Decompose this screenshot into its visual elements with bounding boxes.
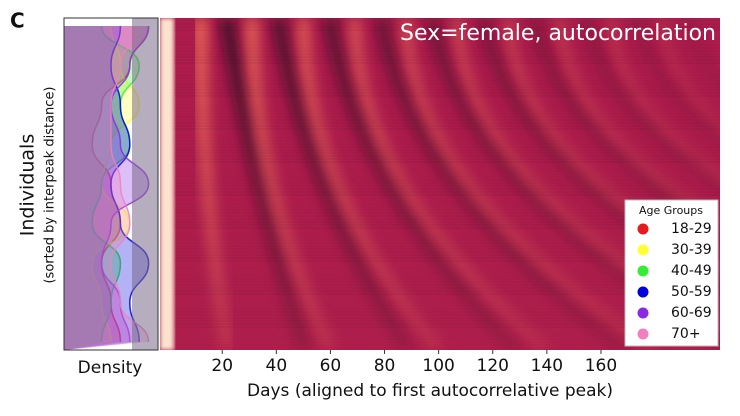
x-tick-label: 120 — [477, 356, 509, 376]
x-tick-label: 60 — [320, 356, 342, 376]
legend-label: 30-39 — [671, 242, 712, 258]
x-tick-label: 80 — [374, 356, 396, 376]
density-fill — [64, 18, 149, 350]
legend-marker — [637, 286, 649, 298]
legend-label: 18-29 — [671, 221, 712, 237]
legend-label: 70+ — [671, 326, 701, 342]
x-tick-label: 140 — [531, 356, 563, 376]
legend-marker — [637, 244, 649, 256]
x-tick-label: 160 — [585, 356, 617, 376]
legend: Age Groups 18-29 30-39 40-49 50-59 60-69 70+ — [624, 199, 719, 347]
legend-marker — [637, 307, 649, 319]
density-fill — [64, 18, 149, 350]
legend-marker — [637, 223, 649, 235]
x-tick-label: 100 — [422, 356, 454, 376]
legend-marker — [637, 328, 649, 340]
panel-label: C — [10, 9, 25, 33]
density-fill — [64, 18, 149, 350]
density-curve — [110, 25, 150, 343]
chart-title: Sex=female, autocorrelation — [400, 21, 716, 46]
y-axis-note: (sorted by interpeak distance) — [43, 86, 58, 283]
y-axis-label: Individuals — [17, 134, 39, 236]
lag-zero-band — [160, 18, 174, 350]
density-frame — [63, 17, 159, 351]
legend-label: 60-69 — [671, 305, 712, 321]
legend-title: Age Groups — [639, 204, 703, 217]
density-fill — [64, 18, 149, 350]
density-label: Density — [78, 358, 143, 378]
legend-label: 50-59 — [671, 284, 712, 300]
x-tick-label: 40 — [266, 356, 288, 376]
density-shade — [132, 18, 158, 350]
x-axis-label: Days (aligned to first autocorrelative p… — [247, 381, 613, 401]
density-panel — [64, 18, 158, 350]
x-tick-label: 20 — [211, 356, 233, 376]
legend-label: 40-49 — [671, 263, 712, 279]
legend-marker — [637, 265, 649, 277]
